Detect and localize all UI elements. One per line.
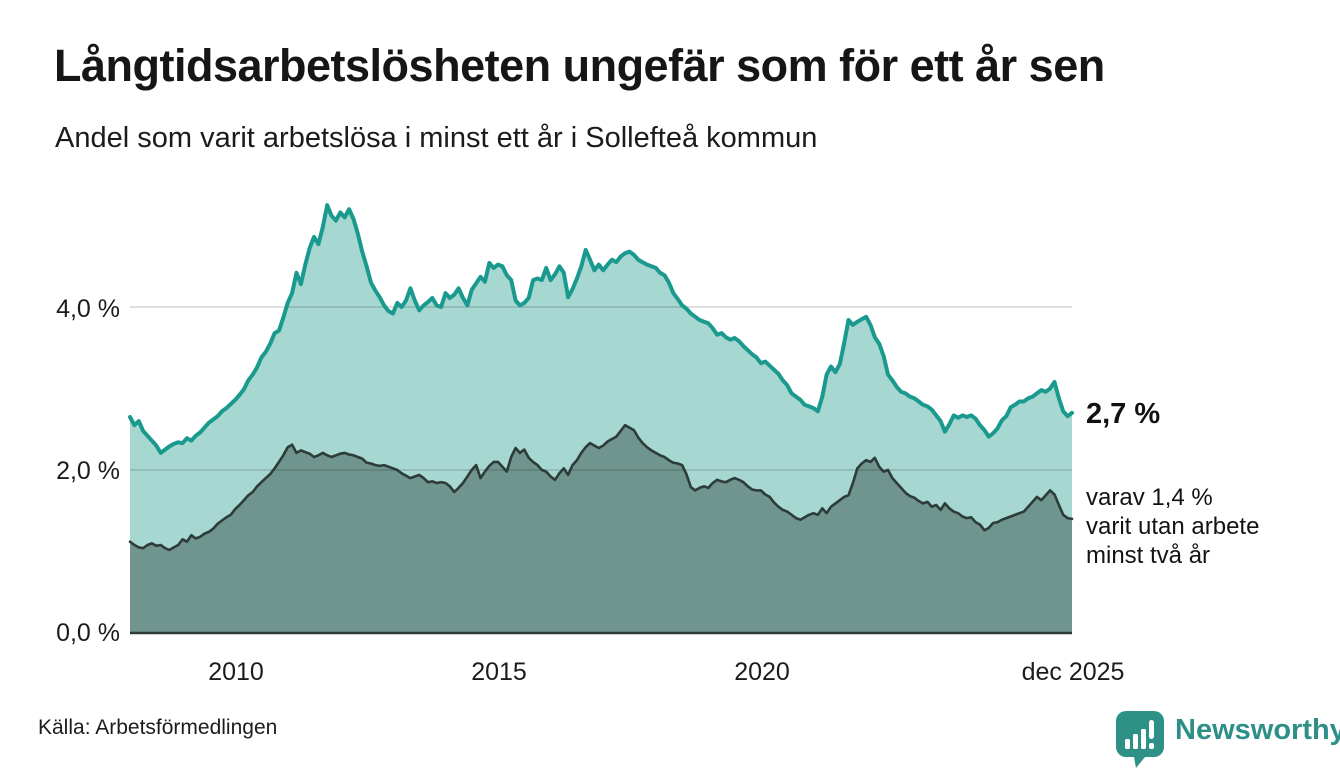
x-tick-2020: 2020 xyxy=(734,658,790,686)
latest-value-label: 2,7 % xyxy=(1086,398,1161,430)
two-year-note-line3: minst två år xyxy=(1086,542,1211,569)
series-two-years-area xyxy=(130,425,1072,633)
two-year-note-line2: varit utan arbete xyxy=(1086,513,1260,540)
two-year-note-line1: varav 1,4 % xyxy=(1086,484,1213,511)
newsworthy-brand: Newsworthy xyxy=(1115,710,1340,772)
y-tick-2: 2,0 % xyxy=(56,457,120,485)
newsworthy-logo-icon xyxy=(1116,711,1164,768)
x-tick-2010: 2010 xyxy=(208,658,264,686)
y-tick-4: 4,0 % xyxy=(56,295,120,323)
x-tick-dec2025: dec 2025 xyxy=(1021,658,1125,686)
page-title: Långtidsarbetslösheten ungefär som för e… xyxy=(54,40,1105,91)
series-total-line xyxy=(128,203,1074,455)
source-credit: Källa: Arbetsförmedlingen xyxy=(38,716,278,739)
chart-subtitle: Andel som varit arbetslösa i minst ett å… xyxy=(55,122,818,154)
logo-bar-3 xyxy=(1141,729,1146,749)
series-two-years-line xyxy=(128,423,1074,552)
logo-bar-1 xyxy=(1125,739,1130,749)
logo-bubble xyxy=(1116,711,1164,768)
logo-exclamation-bar xyxy=(1149,720,1154,739)
logo-exclamation-dot xyxy=(1149,743,1154,749)
y-tick-0: 0,0 % xyxy=(56,619,120,647)
two-year-note: varav 1,4 % varit utan arbete minst två … xyxy=(1086,483,1259,570)
newsworthy-wordmark: Newsworthy xyxy=(1175,714,1340,746)
x-tick-2015: 2015 xyxy=(471,658,527,686)
logo-bar-2 xyxy=(1133,734,1138,749)
